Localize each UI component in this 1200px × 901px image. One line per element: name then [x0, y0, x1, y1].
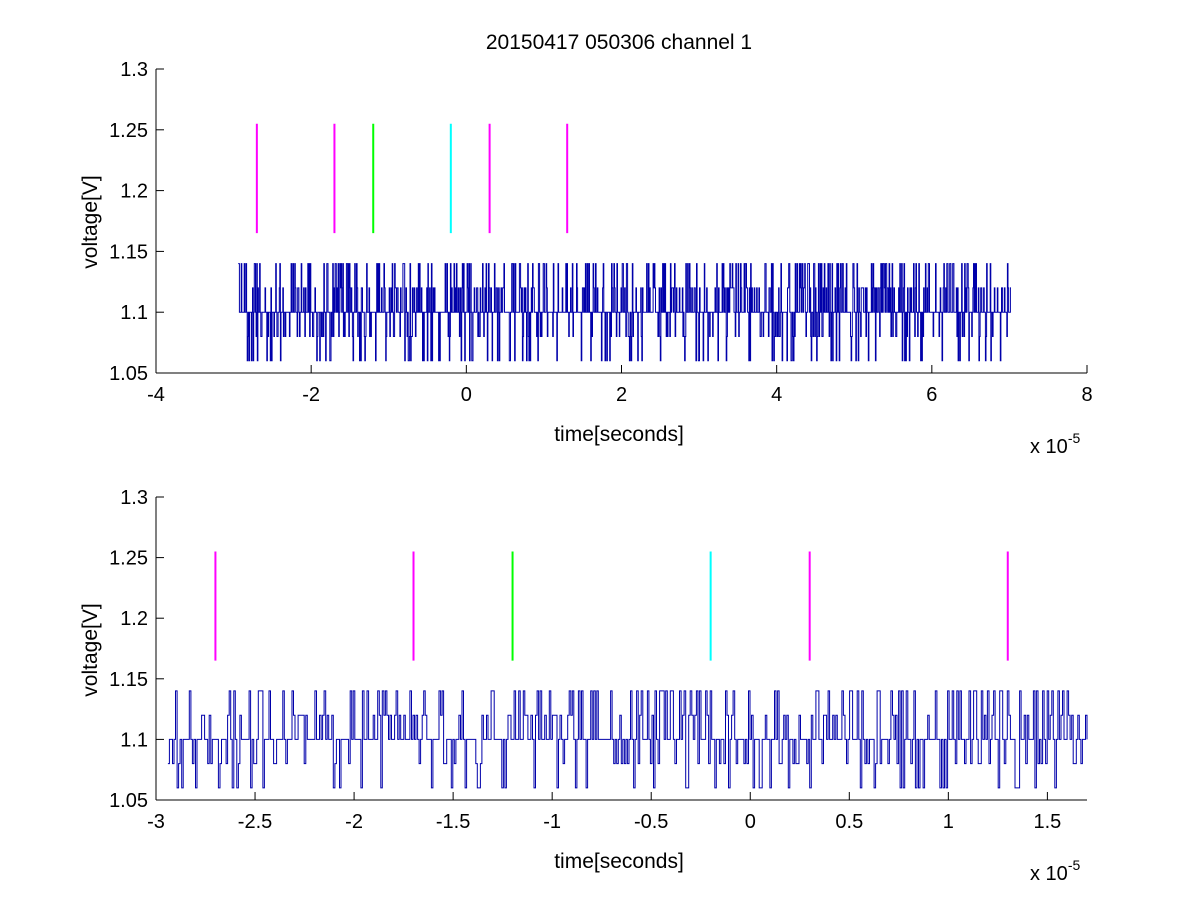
- chart-title: 20150417 050306 channel 1: [486, 31, 752, 54]
- top-x-tick-label: -4: [147, 384, 165, 406]
- bottom-y-tick-label: 1.25: [109, 548, 148, 570]
- bottom-x-axis-label: time[seconds]: [554, 850, 684, 873]
- bottom-x-tick-label: 1.5: [1033, 811, 1061, 833]
- top-x-exponent-power: -5: [1068, 430, 1081, 446]
- bottom-x-tick-label: -1.5: [436, 811, 470, 833]
- bottom-y-tick-label: 1.1: [120, 729, 148, 751]
- top-x-tick-label: 0: [461, 384, 472, 406]
- bottom-y-tick-label: 1.05: [109, 790, 148, 812]
- top-x-exponent: x 10-5: [1030, 430, 1080, 458]
- top-x-tick-label: -2: [302, 384, 320, 406]
- bottom-x-tick-label: -3: [147, 811, 165, 833]
- top-y-axis-label: voltage[V]: [79, 175, 102, 268]
- bottom-y-axis-label: voltage[V]: [79, 603, 102, 696]
- top-x-tick-label: 4: [771, 384, 782, 406]
- top-x-exponent-base: x 10: [1030, 436, 1068, 458]
- top-x-tick-label: 6: [926, 384, 937, 406]
- top-signal-trace: [238, 263, 1011, 362]
- top-y-tick-label: 1.1: [120, 302, 148, 324]
- bottom-signal-trace: [167, 690, 1088, 789]
- bottom-x-tick-label: 0: [745, 811, 756, 833]
- top-x-tick-label: 2: [616, 384, 627, 406]
- top-y-tick-label: 1.3: [120, 59, 148, 81]
- bottom-x-tick-label: -1: [543, 811, 561, 833]
- top-y-tick-label: 1.05: [109, 363, 148, 385]
- bottom-y-tick-label: 1.2: [120, 608, 148, 630]
- bottom-y-tick-label: 1.15: [109, 669, 148, 691]
- bottom-x-tick-label: 0.5: [835, 811, 863, 833]
- top-x-axis-label: time[seconds]: [554, 423, 684, 446]
- bottom-panel: time[seconds] voltage[V] x 10-5 -3 -2.5 -2…: [79, 487, 1088, 885]
- bottom-x-exponent: x 10-5: [1030, 857, 1080, 885]
- bottom-x-tick-label: 1: [943, 811, 954, 833]
- bottom-x-exponent-power: -5: [1068, 857, 1081, 873]
- bottom-x-exponent-base: x 10: [1030, 863, 1068, 885]
- bottom-x-tick-label: -2: [345, 811, 363, 833]
- bottom-y-tick-label: 1.3: [120, 487, 148, 509]
- top-y-tick-label: 1.25: [109, 120, 148, 142]
- bottom-x-tick-label: -2.5: [238, 811, 272, 833]
- top-panel: time[seconds] voltage[V] x 10-5 -4 -2 0 2 4 6…: [79, 59, 1093, 458]
- top-x-tick-label: 8: [1081, 384, 1092, 406]
- top-y-tick-label: 1.2: [120, 181, 148, 203]
- top-y-tick-label: 1.15: [109, 241, 148, 263]
- bottom-x-tick-label: -0.5: [634, 811, 668, 833]
